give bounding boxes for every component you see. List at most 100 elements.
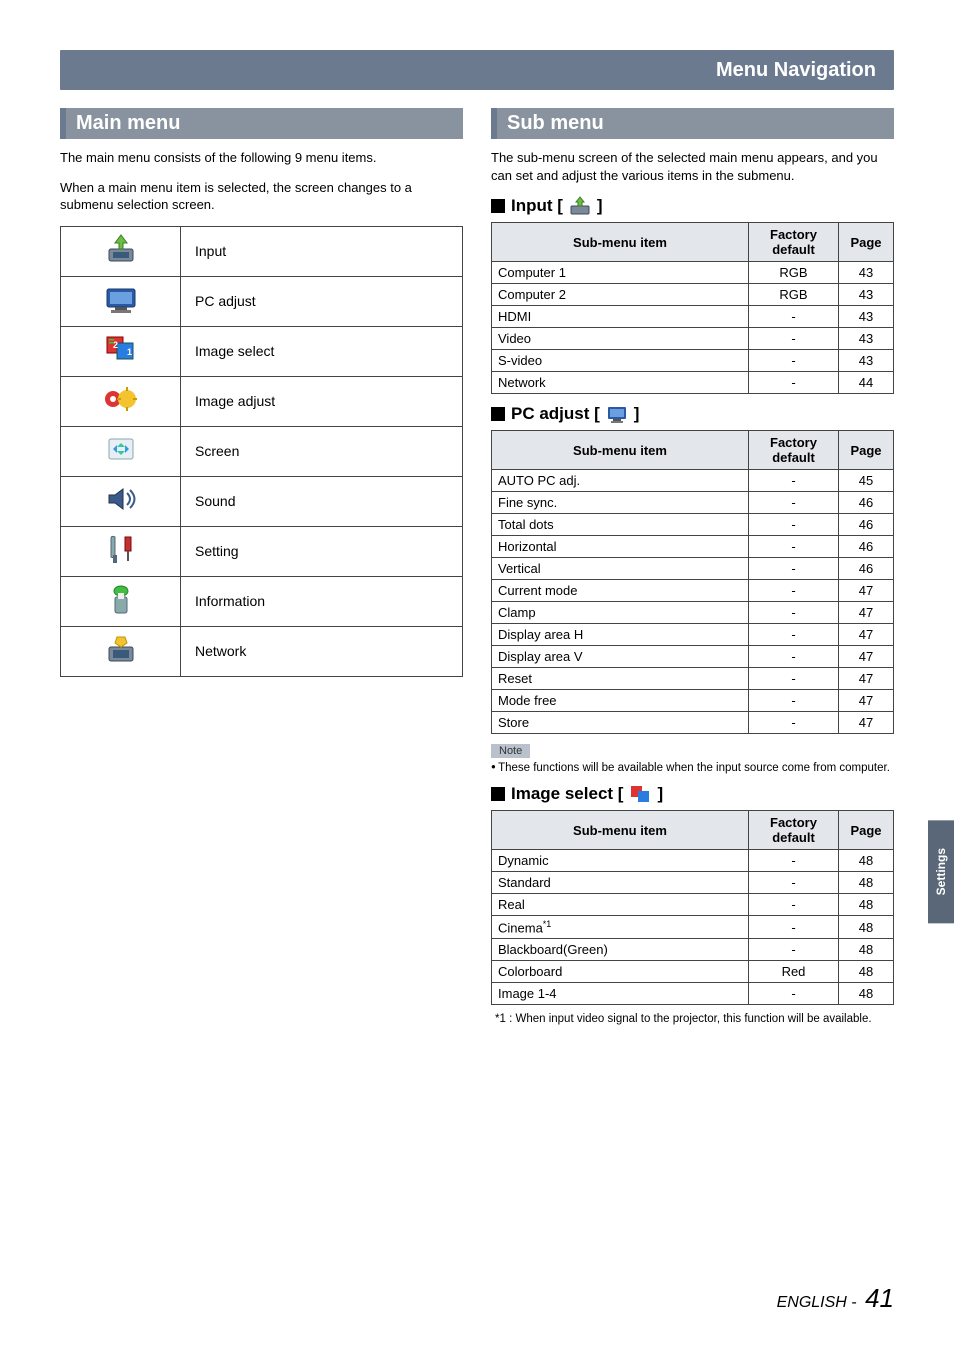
- table-row: Video-43: [492, 328, 894, 350]
- note-label: Note: [491, 744, 530, 758]
- cell-default: -: [749, 916, 839, 939]
- cell-default: RGB: [749, 284, 839, 306]
- pc-adjust-icon: [606, 404, 628, 424]
- cell-item: HDMI: [492, 306, 749, 328]
- cell-page: 47: [839, 668, 894, 690]
- table-row: Display area V-47: [492, 646, 894, 668]
- footnote-prefix: *1 :: [495, 1013, 515, 1025]
- main-menu-row: Image select: [61, 326, 463, 376]
- cell-item: Store: [492, 712, 749, 734]
- cell-item: Vertical: [492, 558, 749, 580]
- table-row: Total dots-46: [492, 514, 894, 536]
- cell-default: -: [749, 328, 839, 350]
- main-menu-label: Information: [181, 576, 463, 626]
- table-row: Blackboard(Green)-48: [492, 939, 894, 961]
- input-subheading: Input [ ]: [491, 196, 894, 216]
- sub-menu-heading: Sub menu: [491, 108, 894, 139]
- col-header-item: Sub-menu item: [492, 223, 749, 262]
- input-title-prefix: Input [: [511, 196, 563, 216]
- cell-item: Computer 1: [492, 262, 749, 284]
- cell-default: -: [749, 712, 839, 734]
- cell-default: -: [749, 514, 839, 536]
- cell-default: -: [749, 350, 839, 372]
- cell-page: 43: [839, 350, 894, 372]
- main-menu-row: Input: [61, 226, 463, 276]
- cell-default: -: [749, 894, 839, 916]
- cell-page: 47: [839, 646, 894, 668]
- main-menu-heading: Main menu: [60, 108, 463, 139]
- pc-adjust-title-prefix: PC adjust [: [511, 404, 600, 424]
- table-row: Network-44: [492, 372, 894, 394]
- pc-adjust-subheading: PC adjust [ ]: [491, 404, 894, 424]
- cell-page: 45: [839, 470, 894, 492]
- cell-item: AUTO PC adj.: [492, 470, 749, 492]
- cell-page: 46: [839, 514, 894, 536]
- image-select-subheading: Image select [ ]: [491, 784, 894, 804]
- cell-page: 46: [839, 492, 894, 514]
- cell-page: 43: [839, 284, 894, 306]
- cell-item: Cinema*1: [492, 916, 749, 939]
- main-menu-row: PC adjust: [61, 276, 463, 326]
- cell-page: 48: [839, 894, 894, 916]
- cell-item: Real: [492, 894, 749, 916]
- table-row: Mode free-47: [492, 690, 894, 712]
- bullet-square-icon: [491, 199, 505, 213]
- cell-item: Clamp: [492, 602, 749, 624]
- cell-default: -: [749, 646, 839, 668]
- sub-menu-intro: The sub-menu screen of the selected main…: [491, 149, 894, 184]
- table-row: Vertical-46: [492, 558, 894, 580]
- note-text: These functions will be available when t…: [491, 762, 894, 774]
- cell-page: 48: [839, 983, 894, 1005]
- cell-item: Image 1-4: [492, 983, 749, 1005]
- sound-icon: [61, 476, 181, 526]
- main-menu-label: Setting: [181, 526, 463, 576]
- cell-page: 43: [839, 306, 894, 328]
- image-select-icon: [629, 784, 651, 804]
- main-menu-row: Information: [61, 576, 463, 626]
- side-tab-settings: Settings: [928, 820, 954, 923]
- bullet-square-icon: [491, 407, 505, 421]
- main-menu-intro-2: When a main menu item is selected, the s…: [60, 179, 463, 214]
- page-header: Menu Navigation: [60, 50, 894, 90]
- table-row: Store-47: [492, 712, 894, 734]
- cell-default: -: [749, 624, 839, 646]
- cell-default: -: [749, 372, 839, 394]
- image-select-icon: [61, 326, 181, 376]
- cell-item: Total dots: [492, 514, 749, 536]
- cell-page: 47: [839, 624, 894, 646]
- table-row: Horizontal-46: [492, 536, 894, 558]
- image-select-title-suffix: ]: [657, 784, 663, 804]
- pc-adjust-title-suffix: ]: [634, 404, 640, 424]
- cell-default: -: [749, 983, 839, 1005]
- cell-page: 47: [839, 690, 894, 712]
- cell-default: RGB: [749, 262, 839, 284]
- cell-page: 46: [839, 536, 894, 558]
- main-menu-label: Screen: [181, 426, 463, 476]
- cell-default: -: [749, 850, 839, 872]
- input-icon: [61, 226, 181, 276]
- table-row: S-video-43: [492, 350, 894, 372]
- col-header-page: Page: [839, 811, 894, 850]
- image-select-footnote: *1 : When input video signal to the proj…: [515, 1013, 894, 1025]
- cell-page: 43: [839, 262, 894, 284]
- image-adjust-icon: [61, 376, 181, 426]
- pc-adjust-table: Sub-menu item Factory default Page AUTO …: [491, 430, 894, 734]
- cell-default: -: [749, 492, 839, 514]
- image-select-table: Sub-menu item Factory default Page Dynam…: [491, 810, 894, 1005]
- main-menu-label: Input: [181, 226, 463, 276]
- col-header-page: Page: [839, 431, 894, 470]
- table-row: Display area H-47: [492, 624, 894, 646]
- cell-item: Display area V: [492, 646, 749, 668]
- cell-page: 47: [839, 602, 894, 624]
- cell-default: -: [749, 690, 839, 712]
- cell-default: -: [749, 536, 839, 558]
- cell-item: S-video: [492, 350, 749, 372]
- table-row: Dynamic-48: [492, 850, 894, 872]
- col-header-page: Page: [839, 223, 894, 262]
- main-menu-label: Network: [181, 626, 463, 676]
- cell-default: -: [749, 939, 839, 961]
- cell-item: Computer 2: [492, 284, 749, 306]
- col-header-default: Factory default: [749, 811, 839, 850]
- cell-page: 48: [839, 872, 894, 894]
- cell-item: Mode free: [492, 690, 749, 712]
